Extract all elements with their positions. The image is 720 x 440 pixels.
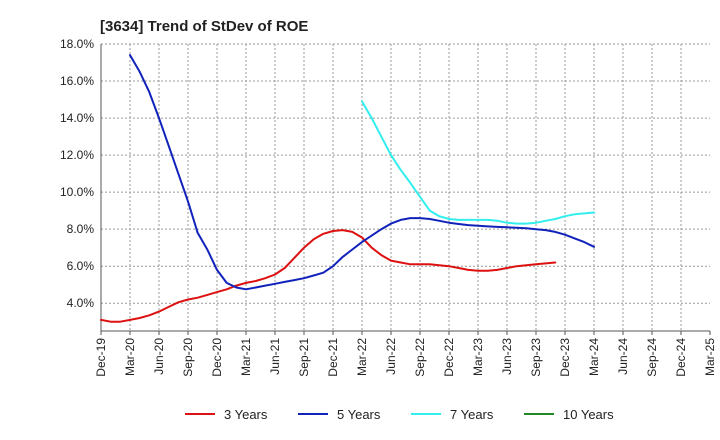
y-tick-label: 4.0%	[67, 296, 95, 310]
legend: 3 Years 5 Years 7 Years 10 Years	[185, 407, 614, 422]
y-tick-label: 10.0%	[60, 185, 94, 199]
x-tick-label: Mar-22	[355, 338, 369, 376]
y-tick-label: 16.0%	[60, 74, 94, 88]
x-tick-label: Dec-24	[674, 338, 688, 377]
series-line-5-years	[129, 54, 595, 291]
x-tick-label: Sep-20	[181, 338, 195, 377]
legend-label: 10 Years	[563, 407, 614, 422]
x-tick-label: Jun-23	[500, 338, 514, 375]
plot-area: 4.0% 6.0% 8.0% 10.0% 12.0% 14.0% 16.0% 18.0% Dec…	[60, 37, 717, 377]
x-tick-label: Dec-22	[442, 338, 456, 377]
x-tick-label: Dec-19	[94, 338, 108, 377]
x-tick-label: Sep-21	[297, 338, 311, 377]
x-tick-label: Mar-21	[239, 338, 253, 376]
x-tick-label: Sep-24	[645, 338, 659, 377]
x-tick-label: Sep-22	[413, 338, 427, 377]
x-tick-label: Jun-22	[384, 338, 398, 375]
x-tick-label: Mar-23	[471, 338, 485, 376]
legend-label: 3 Years	[224, 407, 268, 422]
y-tick-label: 6.0%	[67, 259, 95, 273]
x-tick-label: Sep-23	[529, 338, 543, 377]
x-tick-label: Jun-24	[616, 338, 630, 375]
x-tick-label: Jun-21	[268, 338, 282, 375]
legend-label: 5 Years	[337, 407, 381, 422]
y-tick-label: 8.0%	[67, 222, 95, 236]
x-tick-label: Dec-20	[210, 338, 224, 377]
x-tick-label: Dec-21	[326, 338, 340, 377]
series-line-7-years	[361, 100, 595, 225]
y-tick-label: 14.0%	[60, 111, 94, 125]
x-tick-label: Mar-25	[703, 338, 717, 376]
x-tick-label: Mar-24	[587, 338, 601, 376]
x-tick-label: Mar-20	[123, 338, 137, 376]
series-line-3-years	[100, 229, 557, 323]
y-tick-label: 12.0%	[60, 148, 94, 162]
y-tick-label: 18.0%	[60, 37, 94, 51]
plot-background	[101, 44, 710, 331]
x-tick-label: Dec-23	[558, 338, 572, 377]
x-tick-label: Jun-20	[152, 338, 166, 375]
chart-title: [3634] Trend of StDev of ROE	[100, 18, 308, 35]
legend-label: 7 Years	[450, 407, 494, 422]
